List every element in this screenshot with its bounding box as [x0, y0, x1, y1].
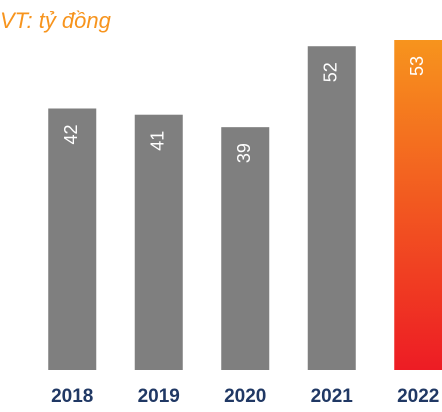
bar: [134, 114, 183, 370]
x-tick-label: 2021: [311, 386, 354, 407]
x-tick-label: 2020: [224, 386, 266, 407]
value-label: 42: [61, 124, 81, 144]
bar: [307, 46, 356, 371]
bar: [221, 127, 270, 370]
value-label: 41: [148, 131, 168, 151]
x-tick-label: 2019: [138, 386, 180, 407]
bar: [48, 108, 97, 370]
x-tick-label: 2022: [397, 386, 439, 407]
x-tick-label: 2018: [51, 386, 93, 407]
value-label: 53: [407, 56, 427, 76]
chart-title: VT: tỷ đồng: [0, 8, 112, 33]
value-label: 39: [234, 143, 254, 163]
value-label: 52: [321, 62, 341, 82]
bar: [394, 40, 442, 370]
